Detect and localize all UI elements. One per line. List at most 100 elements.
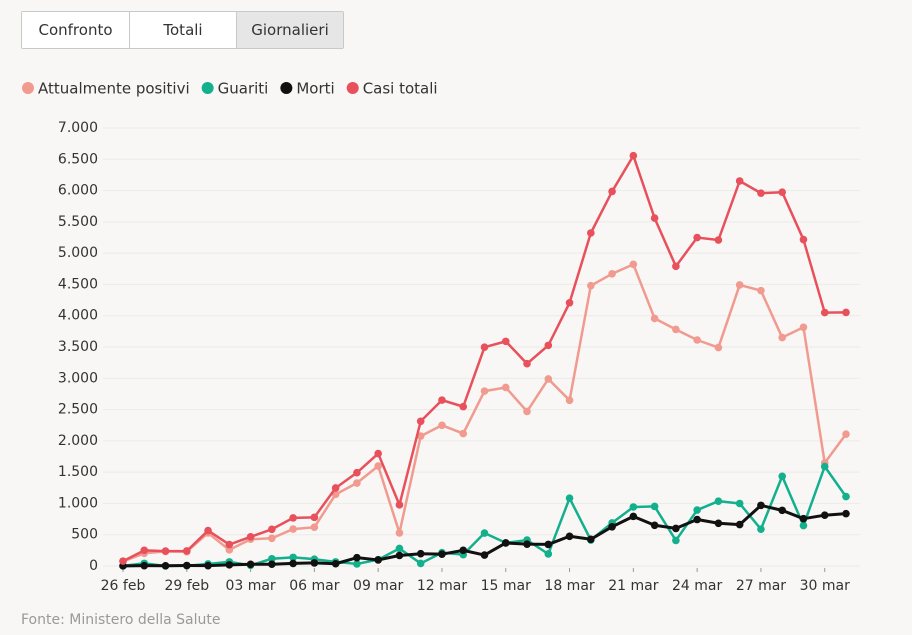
- data-point: [842, 430, 850, 438]
- y-tick-label: 4.500: [58, 276, 98, 292]
- data-point: [268, 534, 276, 543]
- x-tick-label: 27 mar: [736, 578, 786, 594]
- y-tick-label: 6.500: [58, 151, 98, 167]
- y-tick-label: 2.000: [58, 433, 98, 449]
- y-tick-label: 7.000: [58, 120, 98, 136]
- data-point: [650, 521, 659, 530]
- series-line: [122, 263, 848, 563]
- data-point: [501, 337, 510, 346]
- data-point: [799, 235, 808, 244]
- data-point: [842, 509, 850, 518]
- data-point: [693, 515, 701, 524]
- data-point: [842, 492, 850, 501]
- data-point: [523, 540, 531, 548]
- data-point: [608, 269, 616, 278]
- data-point: [353, 560, 361, 568]
- data-point: [225, 561, 234, 569]
- data-point: [416, 549, 425, 558]
- data-point: [395, 529, 404, 537]
- data-point: [289, 559, 297, 568]
- x-tick-label: 12 mar: [417, 578, 467, 594]
- data-point: [416, 559, 425, 568]
- y-tick-label: 1.000: [58, 495, 98, 511]
- data-point: [672, 325, 680, 334]
- x-tick-label: 29 feb: [164, 578, 209, 594]
- data-point: [672, 524, 680, 533]
- data-point: [629, 151, 638, 160]
- data-point: [778, 506, 787, 515]
- data-point: [842, 308, 850, 317]
- data-point: [480, 551, 489, 559]
- data-point: [735, 499, 744, 508]
- x-tick-label: 30 mar: [800, 578, 850, 594]
- x-tick-label: 09 mar: [353, 578, 403, 594]
- data-point: [565, 396, 574, 405]
- data-point: [735, 177, 744, 185]
- data-point: [395, 544, 404, 553]
- data-point: [438, 550, 446, 558]
- data-point: [310, 523, 319, 532]
- data-point: [544, 375, 553, 383]
- data-point: [480, 343, 489, 351]
- data-point: [608, 522, 616, 531]
- legend-label: Morti: [296, 80, 334, 98]
- data-point: [650, 214, 659, 222]
- source-note: Fonte: Ministero della Salute: [21, 612, 221, 628]
- data-point: [225, 540, 234, 549]
- data-point: [289, 553, 297, 562]
- toggle-button[interactable]: Giornalieri: [236, 12, 343, 48]
- data-point: [544, 540, 553, 549]
- data-point: [587, 535, 595, 544]
- data-point: [799, 514, 808, 523]
- toggle-button[interactable]: Confronto: [22, 12, 129, 48]
- data-point: [480, 387, 489, 395]
- y-tick-label: 1.500: [58, 464, 98, 480]
- data-point: [119, 557, 127, 565]
- data-point: [757, 501, 765, 510]
- data-point: [395, 501, 404, 509]
- data-point: [501, 539, 510, 547]
- y-tick-label: 6.000: [58, 183, 98, 199]
- data-point: [714, 236, 723, 244]
- x-tick-label: 06 mar: [289, 578, 339, 594]
- legend-marker: [346, 82, 359, 94]
- data-point: [246, 533, 255, 541]
- toggle-button[interactable]: Totali: [129, 12, 236, 48]
- data-point: [523, 407, 531, 416]
- data-point: [565, 494, 574, 502]
- data-point: [289, 525, 297, 533]
- data-point: [182, 547, 191, 555]
- data-point: [501, 383, 510, 392]
- data-point: [140, 561, 149, 570]
- data-point: [523, 359, 531, 368]
- data-point: [204, 526, 212, 535]
- y-tick-label: 2.500: [58, 402, 98, 418]
- data-point: [374, 449, 382, 458]
- data-point: [374, 556, 382, 564]
- data-point: [778, 333, 787, 342]
- data-point: [629, 503, 638, 511]
- legend-marker: [201, 82, 214, 94]
- x-tick-label: 15 mar: [481, 578, 531, 594]
- data-point: [650, 314, 659, 323]
- data-point: [672, 536, 680, 545]
- data-point: [204, 561, 212, 570]
- data-point: [629, 260, 638, 269]
- data-point: [629, 512, 638, 521]
- x-tick-label: 03 mar: [225, 578, 275, 594]
- data-point: [353, 479, 361, 487]
- data-point: [331, 484, 340, 492]
- data-point: [246, 560, 255, 569]
- data-point: [565, 298, 574, 307]
- data-point: [310, 559, 319, 567]
- data-point: [353, 468, 361, 477]
- data-point: [140, 546, 149, 555]
- data-point: [438, 421, 446, 430]
- data-point: [544, 550, 553, 558]
- data-point: [374, 462, 382, 470]
- data-point: [735, 520, 744, 529]
- data-point: [820, 511, 829, 519]
- data-point: [587, 281, 595, 290]
- y-tick-label: 4.000: [58, 308, 98, 324]
